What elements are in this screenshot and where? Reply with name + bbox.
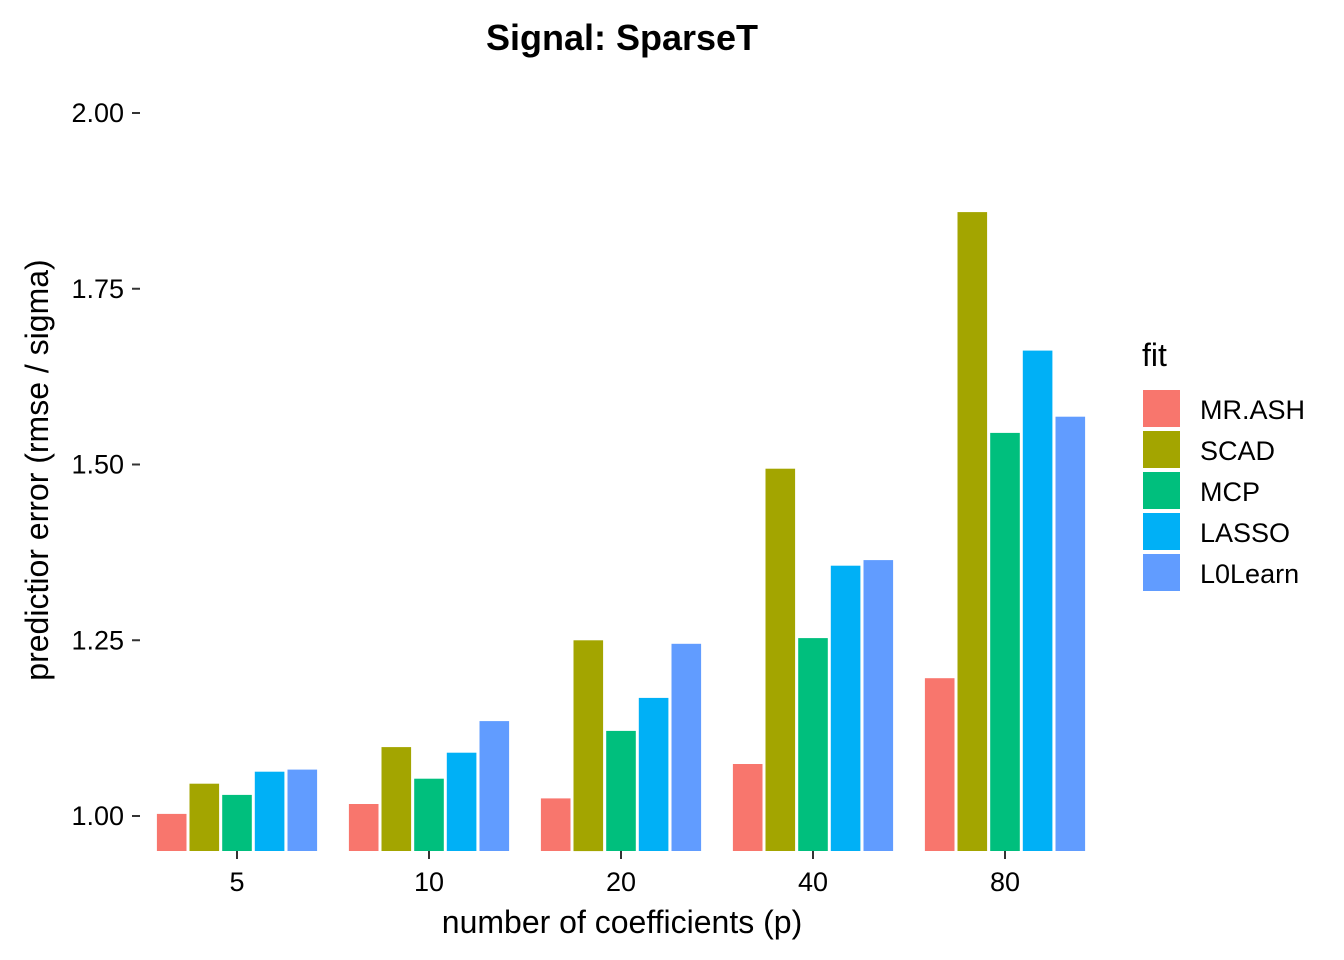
legend-title: fit (1142, 337, 1167, 373)
bar-scad-p80 (957, 212, 988, 852)
bar-l0learn-p5 (287, 769, 318, 851)
y-tick-label: 1.75 (71, 274, 124, 304)
legend-label: MR.ASH (1200, 395, 1305, 425)
y-axis-title: predictior error (rmse / sigma) (19, 259, 55, 680)
y-tick-label: 1.25 (71, 625, 124, 655)
bar-lasso-p80 (1022, 350, 1053, 851)
bar-l0learn-p80 (1055, 416, 1086, 851)
bar-mcp-p10 (414, 778, 444, 851)
legend-key (1143, 554, 1180, 591)
bar-mr-ash-p40 (732, 764, 763, 851)
bars (156, 212, 1086, 852)
x-tick-label: 80 (990, 867, 1020, 897)
bar-scad-p20 (573, 640, 604, 852)
bar-l0learn-p10 (479, 721, 510, 851)
x-axis-title: number of coefficients (p) (442, 904, 802, 940)
legend-key (1143, 390, 1180, 427)
y-tick-label: 2.00 (71, 98, 124, 128)
bar-mr-ash-p10 (348, 804, 379, 851)
bar-scad-p40 (765, 468, 796, 851)
x-tick-label: 5 (229, 867, 244, 897)
legend-label: LASSO (1200, 518, 1290, 548)
y-tick-label: 1.00 (71, 801, 124, 831)
bar-mr-ash-p5 (156, 813, 187, 851)
bar-lasso-p20 (638, 697, 669, 851)
bar-scad-p5 (189, 783, 220, 851)
legend-key (1143, 431, 1180, 468)
bar-mcp-p40 (798, 638, 828, 851)
bar-mcp-p20 (606, 730, 636, 851)
legend-key (1143, 472, 1180, 509)
legend: fit MR.ASH SCAD MCP LASSO L0Learn (1142, 337, 1305, 591)
bar-lasso-p40 (830, 565, 861, 851)
bar-scad-p10 (381, 747, 412, 851)
y-tick-label: 1.50 (71, 450, 124, 480)
bar-mr-ash-p80 (924, 678, 955, 851)
legend-label: L0Learn (1200, 559, 1299, 589)
bar-mcp-p80 (990, 432, 1020, 851)
x-tick-label: 10 (414, 867, 444, 897)
legend-label: SCAD (1200, 436, 1275, 466)
chart-title: Signal: SparseT (486, 17, 758, 58)
x-tick-label: 40 (798, 867, 828, 897)
bar-mcp-p5 (222, 794, 252, 851)
bar-mr-ash-p20 (540, 798, 571, 851)
y-axis: 1.00 1.25 1.50 1.75 2.00 (71, 98, 140, 831)
legend-key (1143, 513, 1180, 550)
bar-lasso-p10 (446, 752, 477, 851)
bar-l0learn-p40 (863, 560, 894, 851)
x-tick-label: 20 (606, 867, 636, 897)
bar-lasso-p5 (254, 771, 285, 851)
bar-l0learn-p20 (671, 643, 702, 851)
legend-label: MCP (1200, 477, 1260, 507)
x-axis: 5 10 20 40 80 (229, 851, 1020, 897)
